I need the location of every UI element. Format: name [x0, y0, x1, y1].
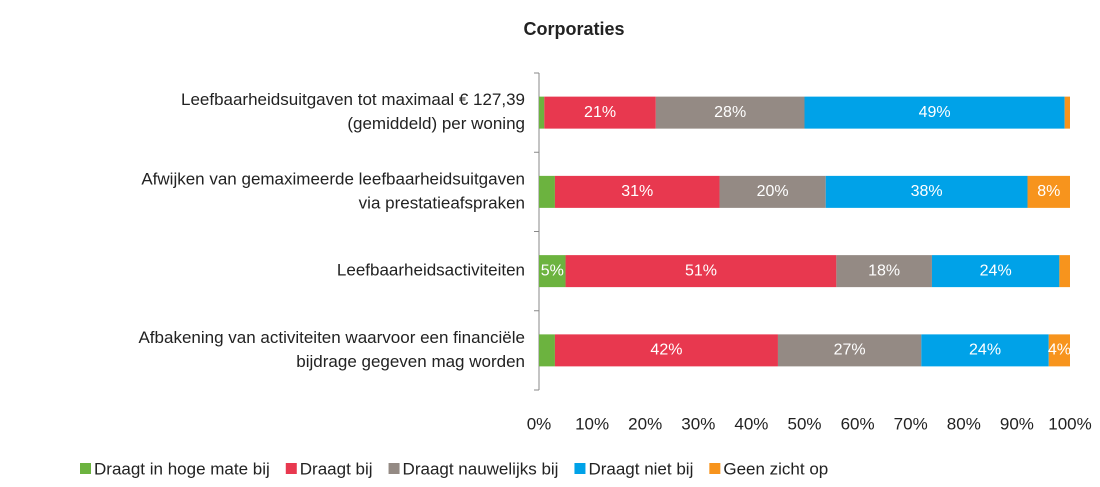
bar-segment	[554, 175, 720, 208]
x-tick-label: 80%	[947, 414, 981, 433]
x-tick-label: 20%	[628, 414, 662, 433]
legend-swatch	[574, 463, 586, 474]
bar-segment	[825, 175, 1028, 208]
legend-swatch	[285, 463, 297, 474]
chart-title: Corporaties	[523, 19, 624, 39]
category-label: Afwijken van gemaximeerde leefbaarheidsu…	[141, 169, 525, 188]
x-tick-label: 40%	[734, 414, 768, 433]
x-tick-label: 50%	[787, 414, 821, 433]
x-tick-label: 90%	[1000, 414, 1034, 433]
data-label: 24%	[969, 342, 1001, 359]
category-label: Leefbaarheidsactiviteiten	[337, 261, 525, 280]
x-tick-label: 100%	[1048, 414, 1091, 433]
bar-segment	[719, 175, 826, 208]
legend-label: Draagt bij	[300, 459, 373, 478]
data-label: 49%	[919, 104, 951, 121]
data-label: 28%	[714, 104, 746, 121]
x-tick-label: 10%	[575, 414, 609, 433]
bar-segment	[804, 96, 1065, 129]
bar-segment	[655, 96, 805, 129]
data-label: 18%	[868, 262, 900, 279]
bar-segment	[836, 255, 932, 288]
bar-segment	[1064, 96, 1070, 129]
x-tick-label: 30%	[681, 414, 715, 433]
category-label: (gemiddeld) per woning	[347, 114, 525, 133]
data-label: 31%	[621, 183, 653, 200]
category-label: Afbakening van activiteiten waarvoor een…	[138, 328, 525, 347]
data-label: 20%	[757, 183, 789, 200]
bar-segment	[565, 255, 837, 288]
category-label: via prestatieafspraken	[359, 193, 525, 212]
legend-swatch	[709, 463, 721, 474]
bar-segment	[1027, 175, 1070, 208]
legend-label: Draagt nauwelijks bij	[403, 459, 559, 478]
bar-segment	[539, 175, 555, 208]
bar-segment	[1048, 334, 1070, 367]
bar-segment	[921, 334, 1049, 367]
x-tick-label: 60%	[841, 414, 875, 433]
data-label: 5%	[541, 262, 564, 279]
x-tick-label: 70%	[894, 414, 928, 433]
bar-segment	[544, 96, 656, 129]
legend-label: Draagt in hoge mate bij	[94, 459, 270, 478]
bar-segment	[554, 334, 778, 367]
data-label: 42%	[650, 342, 682, 359]
bar-segment	[1059, 255, 1070, 288]
legend-swatch	[80, 463, 91, 474]
data-label: 21%	[584, 104, 616, 121]
bar-segment	[539, 96, 545, 129]
data-label: 51%	[685, 262, 717, 279]
x-tick-label: 0%	[527, 414, 552, 433]
bar-segment	[931, 255, 1060, 288]
legend-label: Draagt niet bij	[588, 459, 693, 478]
data-label: 27%	[834, 342, 866, 359]
bar-segment	[539, 334, 555, 367]
bar-segment	[539, 255, 566, 288]
legend-swatch	[388, 463, 400, 474]
data-label: 4%	[1048, 342, 1071, 359]
legend-label: Geen zicht op	[723, 459, 828, 478]
data-label: 8%	[1037, 183, 1060, 200]
data-label: 24%	[980, 262, 1012, 279]
category-label: bijdrage gegeven mag worden	[296, 352, 525, 371]
category-label: Leefbaarheidsuitgaven tot maximaal € 127…	[181, 90, 525, 109]
data-label: 38%	[911, 183, 943, 200]
bar-segment	[777, 334, 922, 367]
